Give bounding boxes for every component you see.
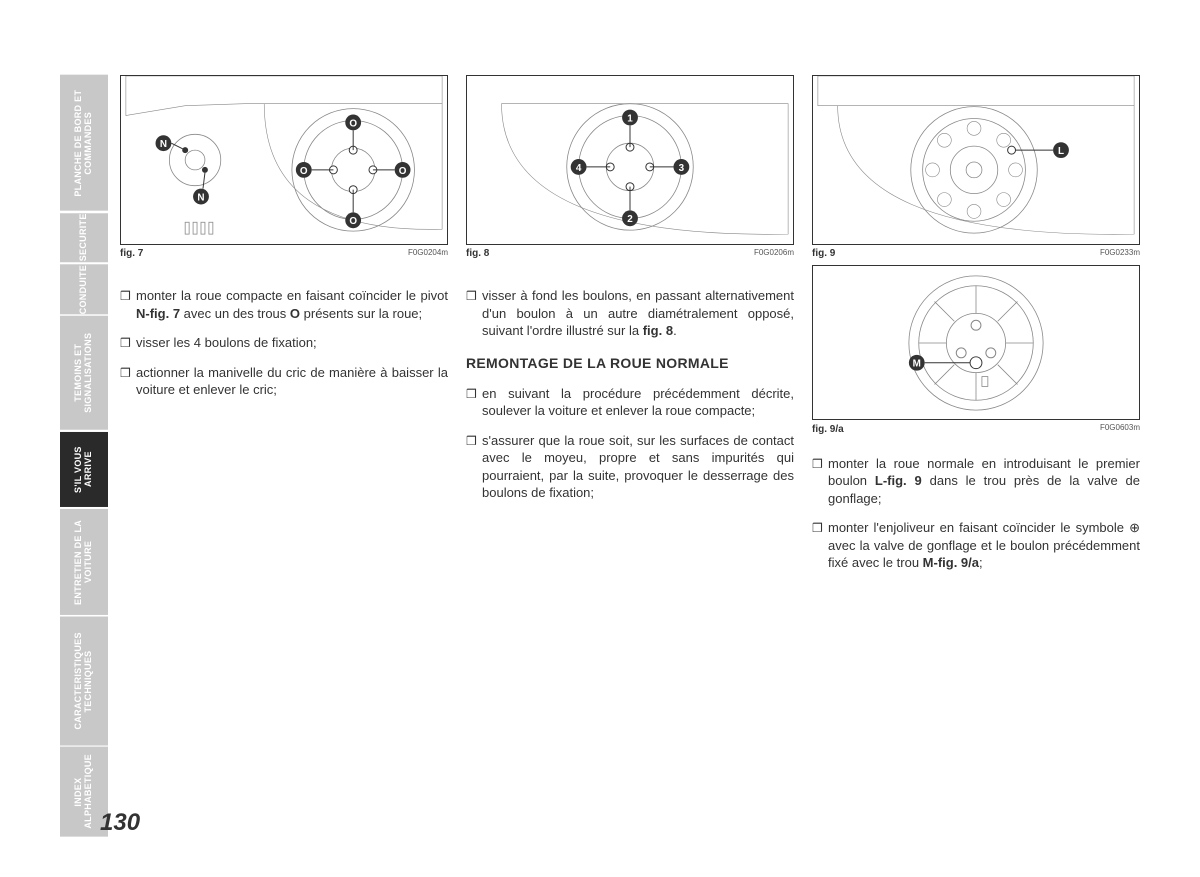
fig7-code: F0G0204m	[408, 248, 448, 259]
bullet-icon: ❒	[466, 433, 482, 502]
svg-text:O: O	[300, 166, 308, 177]
fig8-label: fig. 8	[466, 248, 489, 259]
figure-8: 1 2 3 4	[466, 75, 794, 245]
tab-temoins[interactable]: TEMOINS ET SIGNALISATIONS	[60, 316, 108, 430]
figure-7-caption: fig. 7 F0G0204m	[120, 248, 448, 259]
bullet-icon: ❒	[812, 456, 828, 508]
tab-conduite[interactable]: CONDUITE	[60, 264, 108, 314]
svg-text:N: N	[197, 193, 204, 204]
column-3: M fig. 9/a F0G0603m ❒ monter la roue nor…	[812, 287, 1140, 584]
col2-item-1: ❒ visser à fond les boulons, en passant …	[466, 287, 794, 340]
fig9a-label: fig. 9/a	[812, 423, 844, 437]
col1-item-3: ❒ actionner la manivelle du cric de mani…	[120, 364, 448, 399]
figure-col-1: N N O O O O	[120, 75, 448, 259]
bullet-icon: ❒	[466, 288, 482, 340]
bullet-icon: ❒	[120, 288, 136, 322]
page-content: N N O O O O	[120, 75, 1140, 837]
svg-text:O: O	[399, 166, 407, 177]
tab-entretien[interactable]: ENTRETIEN DE LA VOITURE	[60, 509, 108, 615]
fig8-code: F0G0206m	[754, 248, 794, 259]
col2-item-2: ❒ en suivant la procédure précédemment d…	[466, 385, 794, 420]
section-heading: REMONTAGE DE LA ROUE NORMALE	[466, 354, 794, 373]
figure-7: N N O O O O	[120, 75, 448, 245]
figure-9a-caption: fig. 9/a F0G0603m	[812, 423, 1140, 437]
col1-item-2: ❒ visser les 4 boulons de fixation;	[120, 334, 448, 352]
svg-text:3: 3	[679, 163, 685, 174]
figure-col-3: L fig. 9 F0G0233m	[812, 75, 1140, 259]
figure-9-caption: fig. 9 F0G0233m	[812, 248, 1140, 259]
bullet-icon: ❒	[120, 335, 136, 352]
tab-sil-vous-arrive[interactable]: S'IL VOUS ARRIVE	[60, 432, 108, 507]
fig9-label: fig. 9	[812, 248, 835, 259]
figure-9a: M	[812, 265, 1140, 420]
svg-text:1: 1	[627, 113, 633, 124]
svg-text:4: 4	[576, 163, 582, 174]
fig7-label: fig. 7	[120, 248, 143, 259]
bullet-icon: ❒	[466, 386, 482, 420]
figure-col-2: 1 2 3 4 fig. 8 F0G0206m	[466, 75, 794, 259]
tab-planche[interactable]: PLANCHE DE BORD ET COMMANDES	[60, 75, 108, 211]
tab-securite[interactable]: SECURITE	[60, 213, 108, 262]
svg-text:2: 2	[627, 214, 633, 225]
bullet-icon: ❒	[812, 520, 828, 572]
svg-text:N: N	[160, 139, 167, 150]
fig9a-code: F0G0603m	[1100, 423, 1140, 437]
col3-item-2: ❒ monter l'enjoliveur en faisant coïncid…	[812, 519, 1140, 572]
svg-text:L: L	[1058, 146, 1064, 157]
figure-8-caption: fig. 8 F0G0206m	[466, 248, 794, 259]
fig9-code: F0G0233m	[1100, 248, 1140, 259]
text-columns: ❒ monter la roue compacte en faisant coï…	[120, 287, 1140, 584]
col3-item-1: ❒ monter la roue normale en introduisant…	[812, 455, 1140, 508]
svg-text:O: O	[349, 216, 357, 227]
section-tabs: PLANCHE DE BORD ET COMMANDES SECURITE CO…	[60, 75, 108, 837]
column-1: ❒ monter la roue compacte en faisant coï…	[120, 287, 448, 584]
svg-text:O: O	[349, 118, 357, 129]
col2-item-3: ❒ s'assurer que la roue soit, sur les su…	[466, 432, 794, 502]
bullet-icon: ❒	[120, 365, 136, 399]
column-2: ❒ visser à fond les boulons, en passant …	[466, 287, 794, 584]
col1-item-1: ❒ monter la roue compacte en faisant coï…	[120, 287, 448, 322]
svg-text:M: M	[913, 359, 921, 370]
figures-row: N N O O O O	[120, 75, 1140, 259]
page-number: 130	[100, 809, 140, 837]
tab-caracteristiques[interactable]: CARACTERISTIQUES TECHNIQUES	[60, 617, 108, 746]
figure-9: L	[812, 75, 1140, 245]
